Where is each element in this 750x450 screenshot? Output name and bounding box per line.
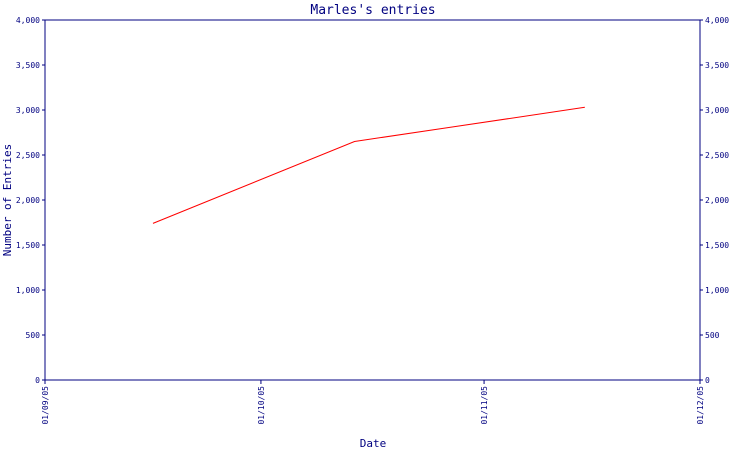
y-axis-left: 0 500 1,000 1,500 2,000 2,500 3,000 3,500 4,000	[16, 16, 45, 385]
y-tick-label-right: 3,500	[705, 61, 729, 70]
y-tick-label-right: 0	[705, 376, 710, 385]
y-tick-label-right: 500	[705, 331, 720, 340]
y-tick-label-left: 4,000	[16, 16, 40, 25]
y-tick-label-left: 1,000	[16, 286, 40, 295]
y-tick-label-left: 3,000	[16, 106, 40, 115]
x-axis: 01/09/05 01/10/05 01/11/05 01/12/05	[41, 380, 705, 425]
y-axis-right: 0 500 1,000 1,500 2,000 2,500 3,000 3,500 4,000	[700, 16, 729, 385]
series-line	[152, 106, 585, 224]
y-tick-label-right: 4,000	[705, 16, 729, 25]
x-tick-label: 01/10/05	[257, 386, 266, 425]
y-tick-label-left: 2,500	[16, 151, 40, 160]
y-tick-label-left: 3,500	[16, 61, 40, 70]
y-tick-label-right: 2,500	[705, 151, 729, 160]
y-tick-label-left: 500	[26, 331, 41, 340]
x-tick-label: 01/12/05	[696, 386, 705, 425]
y-tick-label-right: 2,000	[705, 196, 729, 205]
x-tick-label: 01/09/05	[41, 386, 50, 425]
y-tick-label-right: 1,000	[705, 286, 729, 295]
series-layer	[152, 106, 585, 224]
y-tick-label-right: 1,500	[705, 241, 729, 250]
y-axis-label: Number of Entries	[1, 144, 14, 257]
x-axis-label: Date	[360, 437, 387, 450]
y-tick-label-left: 0	[35, 376, 40, 385]
chart-title: Marles's entries	[310, 3, 435, 18]
y-tick-label-right: 3,000	[705, 106, 729, 115]
plot-frame	[44, 19, 701, 381]
x-tick-label: 01/11/05	[480, 386, 489, 425]
y-tick-label-left: 1,500	[16, 241, 40, 250]
y-tick-label-left: 2,000	[16, 196, 40, 205]
